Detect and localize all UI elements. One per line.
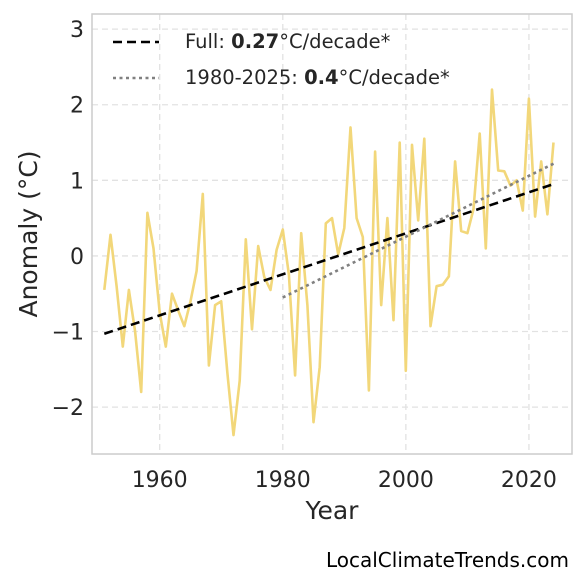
- anomaly-series-line: [103, 88, 555, 437]
- legend-label-recent: 1980-2025: 0.4°C/decade*: [185, 66, 450, 89]
- legend: Full: 0.27°C/decade* 1980-2025: 0.4°C/dec…: [113, 30, 450, 89]
- y-tick-label: 0: [70, 245, 84, 270]
- recent-trend-line: [282, 162, 555, 299]
- y-tick-label: 1: [70, 169, 84, 194]
- x-axis-label: Year: [305, 496, 360, 525]
- y-tick-label: 2: [70, 94, 84, 119]
- x-tick-label: 1960: [132, 468, 188, 493]
- tick-labels: 1960 1980 2000 2020 −2 −1 0 1 2 3: [52, 18, 557, 493]
- x-tick-label: 1980: [255, 468, 311, 493]
- x-tick-label: 2020: [501, 468, 557, 493]
- y-tick-label: 3: [70, 18, 84, 43]
- y-tick-label: −2: [52, 396, 84, 421]
- y-tick-label: −1: [52, 321, 84, 346]
- x-tick-label: 2000: [378, 468, 434, 493]
- full-trend-line: [103, 182, 554, 336]
- data-marks: [103, 88, 555, 437]
- plot-frame: [91, 13, 573, 455]
- legend-label-full: Full: 0.27°C/decade*: [185, 30, 391, 53]
- watermark: LocalClimateTrends.com: [325, 548, 569, 572]
- y-axis-label: Anomaly (°C): [14, 150, 43, 317]
